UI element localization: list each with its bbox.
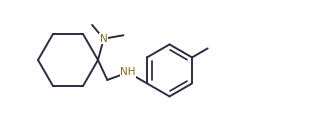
Text: N: N (100, 34, 108, 44)
Text: NH: NH (120, 67, 136, 77)
